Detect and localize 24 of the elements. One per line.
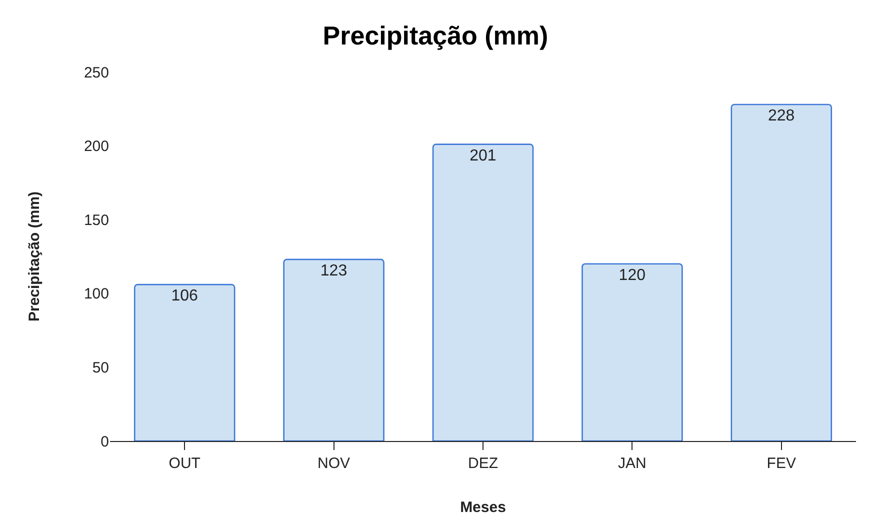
bar xyxy=(582,263,683,441)
data-label: 106 xyxy=(171,288,198,305)
bar xyxy=(134,284,236,441)
bar xyxy=(432,144,534,441)
data-label: 228 xyxy=(768,107,795,124)
bar xyxy=(730,104,832,441)
x-tick-label: FEV xyxy=(766,455,796,472)
data-label: 201 xyxy=(470,147,496,164)
y-tick-label: 150 xyxy=(84,212,109,229)
x-tick-label: JAN xyxy=(618,455,646,472)
chart-title: Precipitação (mm) xyxy=(322,20,548,50)
x-axis-title: Meses xyxy=(460,499,506,516)
x-tick-label: NOV xyxy=(318,455,350,472)
y-tick-label: 0 xyxy=(100,433,109,450)
x-tick-label: OUT xyxy=(168,455,200,472)
y-tick-label: 200 xyxy=(84,138,109,156)
y-axis-title: Precipitação (mm) xyxy=(26,191,44,322)
y-tick-label: 100 xyxy=(84,286,109,303)
bar xyxy=(283,258,384,441)
data-label: 120 xyxy=(618,266,646,284)
y-tick-label: 250 xyxy=(84,64,109,82)
y-tick-label: 50 xyxy=(92,359,109,376)
x-tick-label: DEZ xyxy=(468,455,498,472)
data-label: 123 xyxy=(320,262,348,280)
